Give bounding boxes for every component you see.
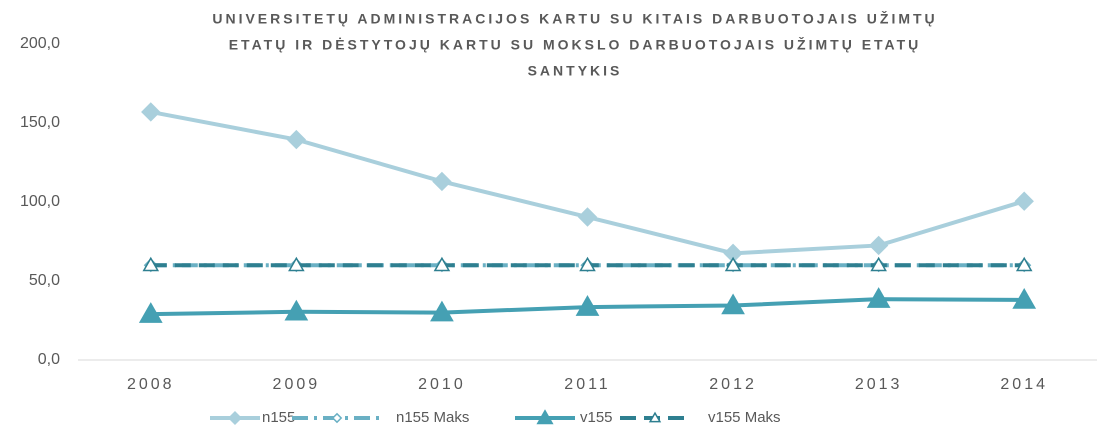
marker <box>284 299 309 321</box>
marker <box>432 171 452 192</box>
legend-label: n155 Maks <box>396 409 469 426</box>
y-tick-label: 200,0 <box>20 35 60 52</box>
legend-label: n155 <box>262 409 295 426</box>
marker <box>141 102 161 122</box>
marker <box>870 256 887 272</box>
chart-title: UNIVERSITETŲ ADMINISTRACIJOS KARTU SU KI… <box>212 10 937 27</box>
x-tick-label: 2011 <box>564 376 610 393</box>
marker <box>286 129 307 150</box>
x-tick-label: 2009 <box>273 376 321 393</box>
marker <box>138 302 163 323</box>
y-tick-label: 100,0 <box>20 193 60 210</box>
chart-title: ETATŲ IR DĖSTYTOJŲ KARTU SU MOKSLO DARBU… <box>229 36 922 53</box>
marker <box>536 409 554 425</box>
legend-label: v155 Maks <box>708 409 781 426</box>
x-tick-label: 2014 <box>1000 376 1048 393</box>
series-line <box>150 109 1025 256</box>
marker <box>577 207 598 227</box>
y-tick-label: 50,0 <box>29 272 60 289</box>
marker <box>648 411 662 423</box>
marker <box>868 235 889 256</box>
marker <box>1015 256 1033 272</box>
y-tick-label: 150,0 <box>20 114 60 131</box>
marker <box>575 295 600 316</box>
marker <box>288 256 305 272</box>
x-tick-label: 2013 <box>855 376 903 393</box>
marker <box>721 293 745 315</box>
marker <box>227 410 243 426</box>
x-tick-label: 2008 <box>127 376 175 393</box>
marker <box>1014 191 1034 211</box>
marker <box>433 256 451 272</box>
chart-title: SANTYKIS <box>528 63 623 79</box>
marker <box>1012 287 1037 309</box>
x-tick-label: 2010 <box>418 376 466 393</box>
marker <box>331 412 343 424</box>
marker <box>430 300 454 322</box>
marker <box>142 256 160 272</box>
marker <box>866 287 891 308</box>
legend-label: v155 <box>580 409 613 426</box>
marker <box>579 256 596 272</box>
x-tick-label: 2012 <box>709 376 757 393</box>
y-tick-label: 0,0 <box>38 351 60 368</box>
marker <box>724 256 742 272</box>
